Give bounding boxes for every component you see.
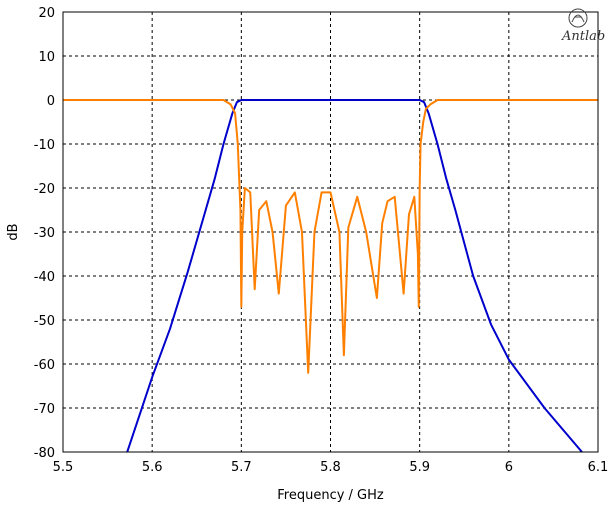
y-tick-label: -40	[34, 270, 55, 285]
y-tick-label: -10	[34, 138, 55, 153]
y-tick-label: -60	[34, 358, 55, 373]
logo-circle-icon	[568, 8, 588, 28]
y-tick-label: 10	[38, 50, 55, 65]
y-tick-label: -80	[34, 446, 55, 461]
x-tick-label: 5.5	[53, 460, 74, 475]
s11-line	[63, 99, 598, 374]
logo-ant-icon	[571, 14, 585, 23]
x-tick-labels: 5.5 5.6 5.7 5.8 5.9 6 6.1	[53, 460, 609, 475]
x-tick-label: 5.7	[231, 460, 252, 475]
s21-line	[126, 99, 583, 453]
y-axis-label: dB	[6, 223, 21, 240]
x-axis-label: Frequency / GHz	[277, 488, 384, 503]
x-tick-label: 6.1	[588, 460, 609, 475]
x-tick-label: 5.6	[142, 460, 163, 475]
x-tick-label: 5.9	[409, 460, 430, 475]
plot-frame	[62, 11, 599, 453]
y-tick-label: 20	[38, 6, 55, 21]
y-tick-label: -70	[34, 402, 55, 417]
series-lines	[63, 99, 598, 453]
logo-text: Antlab	[561, 29, 605, 44]
antlab-logo: Antlab	[561, 8, 605, 44]
x-tick-label: 5.8	[320, 460, 341, 475]
grid-lines	[63, 12, 598, 452]
y-tick-labels: 20 10 0 -10 -20 -30 -40 -50 -60 -70 -80	[34, 6, 55, 461]
y-tick-label: -50	[34, 314, 55, 329]
y-tick-label: -30	[34, 226, 55, 241]
y-tick-label: 0	[47, 94, 55, 109]
y-tick-label: -20	[34, 182, 55, 197]
x-tick-label: 6	[505, 460, 513, 475]
